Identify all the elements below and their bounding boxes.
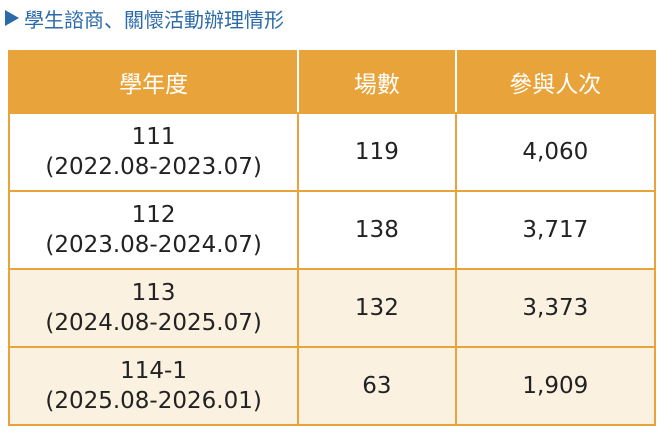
participants-cell: 3,717: [454, 190, 657, 270]
table-body: 111 (2022.08-2023.07) 119 4,060 112 (2023.08-…: [7, 112, 657, 426]
sessions-cell: 132: [297, 268, 457, 348]
school-year: 111: [131, 124, 176, 150]
title-bar: 學生諮商、關懷活動辦理情形: [4, 4, 284, 32]
table: 學年度 場數 參與人次 111 (2022.08-2023.07) 119 4,060…: [7, 50, 657, 426]
header-row: 學年度 場數 參與人次: [7, 50, 657, 114]
sessions-cell: 138: [297, 190, 457, 270]
participants-cell: 1,909: [454, 346, 657, 426]
year-cell: 112 (2023.08-2024.07): [7, 190, 300, 270]
school-year: 113: [131, 280, 176, 306]
column-header: 學年度: [7, 50, 300, 114]
column-header: 參與人次: [454, 50, 657, 114]
sessions-cell: 63: [297, 346, 457, 426]
table-row: 111 (2022.08-2023.07) 119 4,060: [7, 112, 657, 192]
period: (2025.08-2026.01): [45, 388, 262, 414]
table-row: 114-1 (2025.08-2026.01) 63 1,909: [7, 346, 657, 426]
school-year: 112: [131, 202, 176, 228]
period: (2024.08-2025.07): [45, 310, 262, 336]
year-cell: 111 (2022.08-2023.07): [7, 112, 300, 192]
table-row: 113 (2024.08-2025.07) 132 3,373: [7, 268, 657, 348]
column-header: 場數: [297, 50, 457, 114]
title-icon: [5, 10, 19, 26]
participants-cell: 4,060: [454, 112, 657, 192]
sessions-cell: 119: [297, 112, 457, 192]
year-cell: 114-1 (2025.08-2026.01): [7, 346, 300, 426]
school-year: 114-1: [120, 358, 187, 384]
year-cell: 113 (2024.08-2025.07): [7, 268, 300, 348]
title: 學生諮商、關懷活動辦理情形: [24, 7, 284, 32]
table-row: 112 (2023.08-2024.07) 138 3,717: [7, 190, 657, 270]
participants-cell: 3,373: [454, 268, 657, 348]
period: (2023.08-2024.07): [45, 232, 262, 258]
period: (2022.08-2023.07): [45, 154, 262, 180]
